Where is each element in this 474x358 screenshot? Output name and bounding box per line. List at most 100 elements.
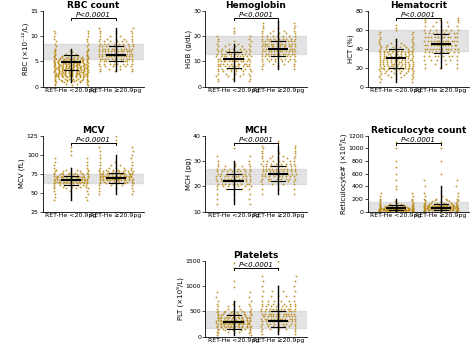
Point bbox=[73, 181, 81, 187]
Point bbox=[72, 59, 79, 65]
Point bbox=[62, 173, 69, 179]
Point bbox=[60, 175, 67, 180]
Point bbox=[222, 63, 229, 69]
Point bbox=[114, 48, 122, 54]
Point bbox=[246, 58, 254, 64]
Point bbox=[375, 207, 383, 213]
Point bbox=[102, 176, 110, 182]
Point bbox=[421, 19, 429, 25]
Point bbox=[405, 207, 413, 212]
Point bbox=[60, 58, 68, 64]
Point bbox=[128, 46, 136, 52]
Point bbox=[65, 76, 73, 82]
Point bbox=[443, 202, 451, 208]
Point bbox=[441, 204, 448, 210]
Point bbox=[50, 62, 58, 68]
Point bbox=[382, 204, 389, 210]
Point bbox=[258, 53, 266, 59]
Point bbox=[391, 57, 398, 63]
Point bbox=[213, 306, 220, 311]
Point bbox=[55, 62, 63, 68]
Point bbox=[101, 63, 109, 69]
Point bbox=[390, 205, 397, 211]
Point bbox=[128, 165, 135, 171]
Point bbox=[278, 178, 285, 184]
Point bbox=[273, 176, 281, 182]
Point bbox=[270, 319, 278, 324]
Point bbox=[214, 158, 222, 164]
Point bbox=[54, 74, 62, 80]
Point bbox=[444, 42, 452, 48]
Point bbox=[73, 81, 81, 87]
Point bbox=[409, 200, 417, 205]
Point bbox=[375, 40, 383, 46]
Point bbox=[73, 73, 80, 79]
Point bbox=[213, 301, 220, 306]
Point bbox=[214, 331, 221, 337]
Point bbox=[66, 62, 73, 68]
Point bbox=[396, 204, 404, 209]
Point bbox=[219, 311, 226, 317]
Point bbox=[262, 163, 270, 169]
Point bbox=[281, 306, 288, 311]
Point bbox=[104, 51, 111, 57]
Point bbox=[269, 181, 276, 187]
Point bbox=[51, 176, 59, 182]
Point bbox=[110, 61, 118, 67]
Point bbox=[239, 321, 246, 327]
Text: P<0.0001: P<0.0001 bbox=[76, 137, 111, 143]
Point bbox=[410, 204, 417, 209]
Point bbox=[271, 51, 278, 57]
Point bbox=[272, 166, 280, 171]
Point bbox=[75, 72, 83, 77]
Point bbox=[272, 38, 279, 44]
Point bbox=[231, 43, 238, 49]
Point bbox=[128, 167, 135, 173]
Point bbox=[265, 171, 273, 176]
Point bbox=[80, 173, 87, 179]
Point bbox=[55, 57, 63, 63]
Point bbox=[377, 44, 384, 50]
Point bbox=[273, 51, 281, 57]
Point bbox=[238, 43, 246, 49]
Point bbox=[117, 51, 124, 57]
Point bbox=[263, 56, 271, 62]
Point bbox=[387, 204, 394, 210]
Point bbox=[258, 51, 265, 57]
Point bbox=[279, 168, 287, 174]
Point bbox=[382, 208, 390, 213]
Point bbox=[444, 204, 451, 210]
Point bbox=[108, 51, 115, 57]
Point bbox=[74, 175, 82, 180]
Point bbox=[290, 181, 298, 187]
Point bbox=[278, 38, 285, 44]
Point bbox=[83, 64, 91, 70]
Point bbox=[399, 207, 406, 213]
Point bbox=[213, 41, 221, 47]
Point bbox=[283, 163, 290, 169]
Point bbox=[265, 173, 273, 179]
Point bbox=[63, 57, 70, 63]
Point bbox=[82, 194, 90, 200]
Point bbox=[291, 288, 299, 294]
Point bbox=[242, 176, 250, 182]
Point bbox=[410, 201, 417, 207]
Point bbox=[267, 48, 275, 54]
Point bbox=[258, 56, 266, 62]
Point bbox=[52, 66, 60, 71]
Point bbox=[258, 321, 265, 327]
Point bbox=[246, 325, 254, 330]
Point bbox=[395, 67, 403, 72]
Point bbox=[104, 173, 112, 179]
Point bbox=[236, 178, 244, 184]
Point bbox=[398, 74, 405, 80]
Point bbox=[292, 23, 299, 29]
Point bbox=[279, 181, 287, 187]
Point bbox=[375, 38, 383, 44]
Point bbox=[404, 68, 411, 74]
Point bbox=[226, 319, 233, 324]
Point bbox=[84, 171, 91, 177]
Point bbox=[259, 288, 266, 294]
Point bbox=[270, 36, 277, 42]
Point bbox=[267, 161, 274, 166]
